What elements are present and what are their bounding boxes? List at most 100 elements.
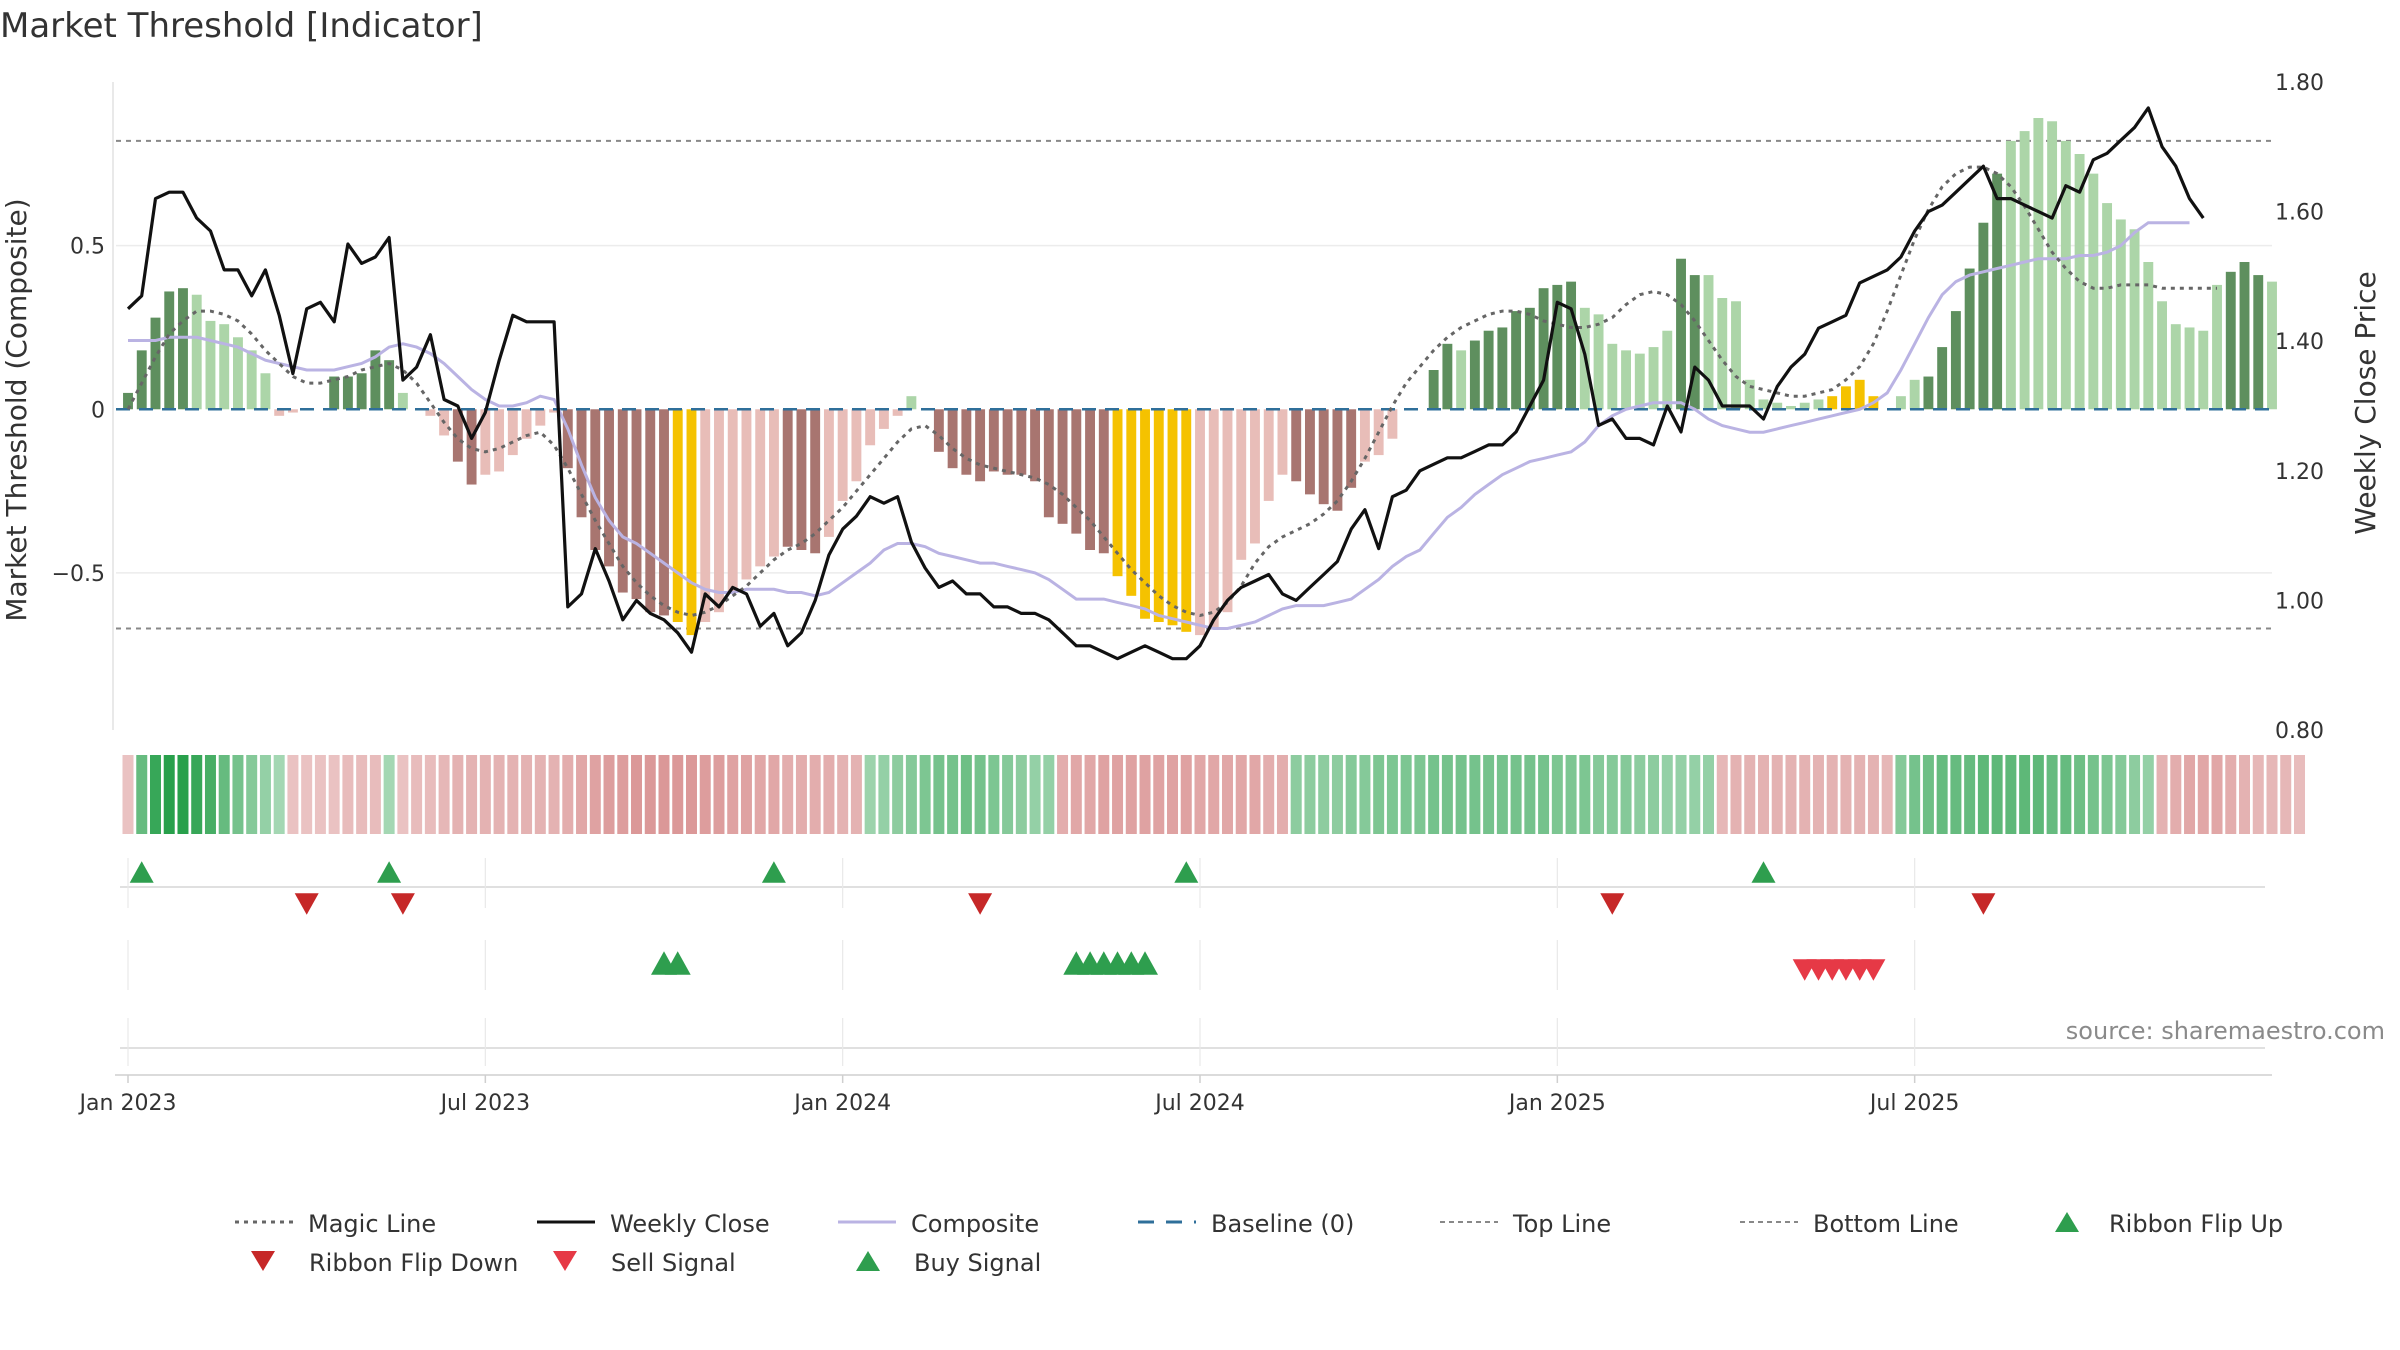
ribbon-cell [2005, 755, 2017, 834]
composite-bar [906, 396, 917, 410]
ribbon-cell [273, 755, 285, 834]
ribbon-cell [768, 755, 780, 834]
ribbon-cell [259, 755, 271, 834]
legend-label: Bottom Line [1813, 1210, 1959, 1238]
signal-markers [120, 858, 2265, 1066]
x-tick-label: Jan 2023 [78, 1091, 177, 1116]
composite-bar [1250, 409, 1260, 544]
composite-bar [1057, 409, 1068, 524]
ribbon-cell [1551, 755, 1563, 834]
y-right-axis-label: Weekly Close Price [2349, 271, 2382, 534]
ribbon-cell [1345, 755, 1357, 834]
ribbon-cell [947, 755, 959, 834]
ribbon-cell [204, 755, 216, 834]
ribbon-cell [2293, 755, 2305, 834]
ribbon-cell [1716, 755, 1728, 834]
x-axis: Jan 2023 Jul 2023 Jan 2024 Jul 2024 Jan 2025… [78, 1074, 2272, 1116]
ribbon-cell [2156, 755, 2168, 834]
composite-bar [933, 409, 944, 452]
composite-bar [1511, 311, 1522, 410]
ribbon-cell [974, 755, 986, 834]
legend-item: Ribbon Flip Down [251, 1249, 518, 1277]
composite-bar [178, 288, 188, 410]
ribbon-flip-down-marker [968, 893, 993, 915]
composite-bar [2253, 275, 2264, 410]
ribbon-cell [1057, 755, 1069, 834]
ribbon-cell [1922, 755, 1934, 834]
composite-bar [562, 409, 573, 469]
composite-bar [219, 324, 230, 410]
ribbon-cell [878, 755, 890, 834]
composite-bar [1263, 409, 1274, 501]
composite-bar [1813, 399, 1824, 410]
ribbon-cell [1785, 755, 1797, 834]
composite-bar [1827, 396, 1838, 410]
axes: 0.5 0 −0.5 1.80 1.60 1.40 1.20 1.00 0.80 Market T… [0, 71, 2382, 744]
composite-bar [507, 409, 518, 456]
ribbon-cell [2129, 755, 2141, 834]
composite-bar [2212, 284, 2222, 410]
composite-bar [205, 320, 216, 410]
composite-bar [1030, 409, 1041, 482]
ribbon-cell [1703, 755, 1715, 834]
composite-bar [370, 350, 381, 410]
magic-line [126, 165, 2217, 618]
ribbon-cell [1139, 755, 1151, 834]
ribbon-cell [1455, 755, 1467, 834]
ribbon-cell [411, 755, 423, 834]
composite-bar [1346, 409, 1357, 488]
composite-bar [1195, 409, 1205, 636]
legend-label: Baseline (0) [1211, 1210, 1354, 1238]
composite-bar [136, 350, 147, 410]
composite-bar [1895, 396, 1906, 410]
composite-bar [672, 409, 683, 622]
composite-bar [2157, 301, 2167, 410]
ribbon-flip-down-marker [1600, 893, 1625, 915]
ribbon-cell [218, 755, 230, 834]
composite-bar [1634, 353, 1645, 410]
composite-bars [123, 118, 2277, 636]
composite-bar [1428, 370, 1439, 410]
ribbon-cell [1441, 755, 1453, 834]
ribbon-cell [1153, 755, 1165, 834]
ribbon-cell [850, 755, 862, 834]
ribbon-cell [988, 755, 1000, 834]
ribbon-cell [1964, 755, 1976, 834]
legend-item: Magic Line [235, 1210, 436, 1238]
ribbon-cell [1400, 755, 1412, 834]
composite-bar [645, 409, 656, 613]
x-tick-label: Jan 2025 [1507, 1091, 1606, 1116]
composite-bar [2115, 219, 2126, 410]
ribbon-cell [1235, 755, 1247, 834]
ribbon-cell [1167, 755, 1179, 834]
ribbon-cell [740, 755, 752, 834]
ribbon-cell [562, 755, 574, 834]
ribbon-cell [1771, 755, 1783, 834]
legend-item: Buy Signal [856, 1249, 1041, 1277]
ribbon-cell [1002, 755, 1014, 834]
composite-bar [686, 409, 697, 636]
ribbon-cell [1249, 755, 1261, 834]
ribbon-cell [644, 755, 656, 834]
ribbon-cell [1180, 755, 1192, 834]
composite-bar [150, 317, 161, 410]
ribbon-cell [1661, 755, 1673, 834]
ribbon-cell [1538, 755, 1550, 834]
ribbon-cell [1414, 755, 1426, 834]
composite-bar [1277, 409, 1288, 475]
buy-signal-marker [1132, 951, 1158, 975]
composite-bar [1497, 327, 1508, 410]
composite-bar [1552, 284, 1563, 410]
composite-bar [796, 409, 807, 550]
ribbon-cell [1854, 755, 1866, 834]
composite-bar [1758, 399, 1769, 410]
composite-bar [755, 409, 766, 567]
composite-bar [617, 409, 628, 593]
composite-bar [782, 409, 793, 547]
ribbon-cell [1276, 755, 1288, 834]
legend-item: Sell Signal [553, 1249, 736, 1277]
ribbon-cell [837, 755, 849, 834]
composite-bar [1950, 311, 1961, 410]
ribbon-cell [1634, 755, 1646, 834]
ribbon-cell [438, 755, 450, 834]
